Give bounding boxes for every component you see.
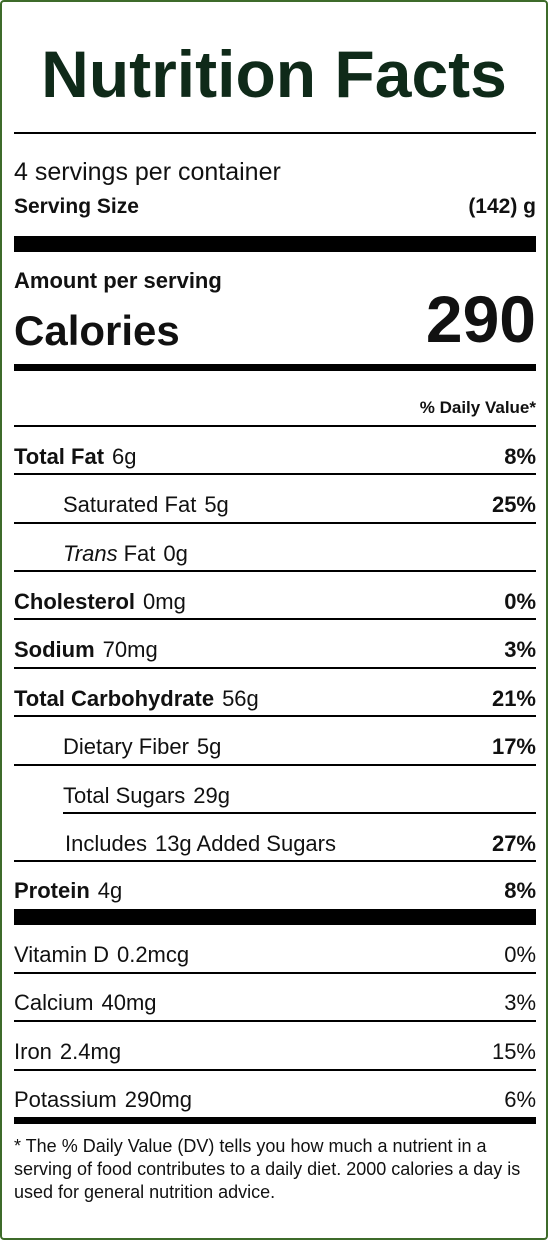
serving-size-label: Serving Size: [14, 195, 139, 218]
nutrient-row-total-fat: Total Fat 6g 8%: [14, 433, 536, 481]
nutrient-dv: 17%: [491, 734, 536, 759]
daily-value-header: % Daily Value*: [419, 398, 536, 417]
nutrient-amount: 4g: [97, 878, 123, 903]
nutrient-row-total-carbohydrate: Total Carbohydrate 56g 21%: [14, 675, 536, 723]
vitamin-amount: 0.2mcg: [116, 942, 190, 967]
divider: [14, 570, 536, 572]
divider: [14, 1020, 536, 1022]
divider: [63, 812, 536, 814]
nutrient-label: Cholesterol: [14, 589, 136, 614]
divider: [14, 667, 536, 669]
medium-divider: [14, 364, 536, 371]
nutrient-amount: 70mg: [102, 637, 158, 662]
divider: [14, 618, 536, 620]
thick-divider: [14, 909, 536, 925]
nutrient-label-italic: Trans: [63, 541, 118, 566]
divider: [14, 473, 536, 475]
vitamin-label: Iron: [14, 1039, 52, 1064]
vitamin-amount: 40mg: [101, 990, 157, 1015]
nutrient-dv: 25%: [491, 492, 536, 517]
divider: [14, 972, 536, 974]
nutrient-amount: 13g Added Sugars: [154, 831, 336, 856]
nutrient-amount: 56g: [222, 686, 259, 711]
nutrient-amount: 6g: [112, 444, 137, 469]
divider: [14, 1069, 536, 1071]
nutrient-label: Protein: [14, 878, 90, 903]
nutrient-row-added-sugars: Includes 13g Added Sugars 27%: [14, 820, 536, 868]
nutrient-label: Total Fat: [14, 444, 105, 469]
vitamin-row-potassium: Potassium 290mg 6%: [14, 1076, 536, 1124]
nutrient-dv: 8%: [504, 878, 536, 903]
serving-size-value: (142) g: [468, 195, 536, 218]
vitamin-amount: 290mg: [124, 1087, 192, 1112]
vitamin-amount: 2.4mg: [59, 1039, 122, 1064]
serving-size-row: Serving Size (142) g: [14, 195, 536, 219]
vitamin-dv: 3%: [504, 990, 536, 1015]
nutrient-label: Saturated Fat: [63, 492, 197, 517]
nutrient-amount: 5g: [204, 492, 229, 517]
daily-value-footnote: * The % Daily Value (DV) tells you how m…: [14, 1136, 521, 1202]
nutrient-label: Total Carbohydrate: [14, 686, 215, 711]
calories-value: 290: [425, 282, 536, 356]
nutrient-label: Total Sugars: [63, 783, 186, 808]
divider: [14, 522, 536, 524]
vitamin-dv: 15%: [491, 1039, 536, 1064]
vitamin-label: Potassium: [14, 1087, 117, 1112]
vitamin-label: Calcium: [14, 990, 94, 1015]
amount-per-serving: Amount per serving: [14, 268, 222, 293]
nutrient-row-cholesterol: Cholesterol 0mg 0%: [14, 578, 536, 626]
vitamin-dv: 0%: [504, 942, 536, 967]
nutrient-label: Includes: [65, 831, 147, 856]
nutrient-row-trans-fat: Trans Fat 0g: [14, 530, 536, 578]
divider: [14, 715, 536, 717]
divider: [14, 425, 536, 427]
nutrient-dv: 8%: [504, 444, 536, 469]
nutrient-amount: 0g: [163, 541, 188, 566]
thick-divider: [14, 236, 536, 252]
nutrient-row-protein: Protein 4g 8%: [14, 867, 536, 915]
medium-divider: [14, 1117, 536, 1124]
divider: [14, 764, 536, 766]
nutrient-dv: 0%: [504, 589, 536, 614]
vitamin-row-vitamin-d: Vitamin D 0.2mcg 0%: [14, 931, 536, 979]
nutrient-amount: 5g: [196, 734, 222, 759]
vitamin-row-iron: Iron 2.4mg 15%: [14, 1028, 536, 1076]
vitamin-label: Vitamin D: [14, 942, 109, 967]
label-title: Nutrition Facts: [41, 37, 507, 111]
nutrient-row-sodium: Sodium 70mg 3%: [14, 626, 536, 674]
nutrient-dv: 3%: [504, 637, 536, 662]
calories-label: Calories: [14, 307, 180, 354]
nutrient-row-dietary-fiber: Dietary Fiber 5g 17%: [14, 723, 536, 771]
nutrient-label: Fat: [123, 541, 156, 566]
nutrient-dv: 21%: [491, 686, 536, 711]
vitamin-dv: 6%: [504, 1087, 536, 1112]
divider: [14, 860, 536, 862]
nutrient-amount: 29g: [193, 783, 231, 808]
nutrient-dv: 27%: [491, 831, 536, 856]
divider: [14, 132, 536, 134]
nutrient-row-saturated-fat: Saturated Fat 5g 25%: [14, 481, 536, 529]
nutrient-label: Sodium: [14, 637, 95, 662]
nutrient-row-total-sugars: Total Sugars 29g: [14, 772, 536, 820]
nutrient-label: Dietary Fiber: [63, 734, 189, 759]
vitamin-row-calcium: Calcium 40mg 3%: [14, 979, 536, 1027]
servings-per-container: 4 servings per container: [14, 158, 281, 186]
nutrient-amount: 0mg: [143, 589, 186, 614]
